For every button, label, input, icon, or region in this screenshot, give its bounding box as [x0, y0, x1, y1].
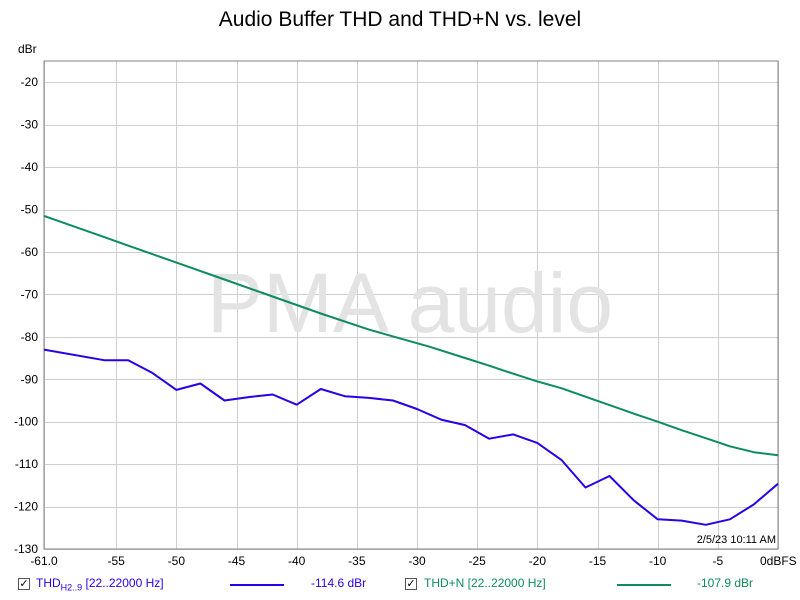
- series-line-thd: [43, 348, 779, 526]
- y-tick-label: -30: [21, 118, 39, 132]
- legend-thd-range: [22..22000 Hz]: [85, 576, 164, 590]
- x-tick-label: -50: [168, 554, 186, 568]
- y-tick-label: -130: [14, 542, 38, 556]
- x-tick-label: -45: [228, 554, 246, 568]
- legend-thd-label: THDH2..9 [22..22000 Hz]: [36, 576, 164, 592]
- series-layer: [43, 214, 779, 526]
- legend-thd-readout: -114.6 dBr: [311, 576, 367, 590]
- thd-checkbox[interactable]: ✓: [18, 578, 30, 590]
- y-tick-label: -120: [14, 500, 38, 514]
- x-tick-label: -5: [713, 554, 724, 568]
- timestamp: 2/5/23 10:11 AM: [697, 534, 776, 546]
- y-tick-label: -20: [21, 75, 39, 89]
- x-tick-label: -35: [348, 554, 366, 568]
- series-line-thdn: [43, 214, 779, 457]
- y-tick-label: -50: [21, 203, 39, 217]
- x-tick-label: -20: [529, 554, 547, 568]
- legend-thdn-swatch: [617, 584, 671, 586]
- y-tick-label: -90: [21, 372, 39, 386]
- legend-thd-name: THD: [36, 576, 61, 590]
- thdn-checkbox[interactable]: ✓: [405, 578, 417, 590]
- plot-frame: [43, 60, 779, 550]
- legend-thdn-label: THD+N [22..22000 Hz]: [424, 576, 546, 590]
- y-tick-labels: -20 -30 -40 -50 -60 -70 -80 -90 -100 -110 -120 -130: [14, 75, 38, 556]
- x-tick-labels: -61.0 -55 -50 -45 -40 -35 -30 -25 -20 -15 -10 -5: [30, 554, 723, 568]
- y-tick-label: -110: [15, 457, 38, 471]
- x-tick-label: -15: [589, 554, 607, 568]
- x-axis-end-label: 0dBFS: [760, 554, 797, 568]
- legend-thdn-readout: -107.9 dBr: [697, 576, 754, 590]
- watermark: PMA audio: [207, 256, 613, 350]
- x-tick-label: -55: [108, 554, 126, 568]
- legend-thd-subscript: H2..9: [60, 582, 83, 593]
- x-tick-label: -10: [649, 554, 667, 568]
- x-tick-label: -40: [288, 554, 306, 568]
- x-tick-label: -61.0: [30, 554, 58, 568]
- x-tick-label: -25: [469, 554, 487, 568]
- y-axis-label: dBr: [18, 42, 37, 56]
- y-tick-label: -40: [21, 160, 39, 174]
- y-tick-label: -100: [14, 415, 38, 429]
- chart-title: Audio Buffer THD and THD+N vs. level: [218, 8, 582, 31]
- legend-thd-swatch: [230, 584, 284, 586]
- y-tick-label: -80: [21, 330, 39, 344]
- x-tick-label: -30: [408, 554, 426, 568]
- y-tick-label: -60: [21, 245, 39, 259]
- y-tick-label: -70: [21, 287, 39, 301]
